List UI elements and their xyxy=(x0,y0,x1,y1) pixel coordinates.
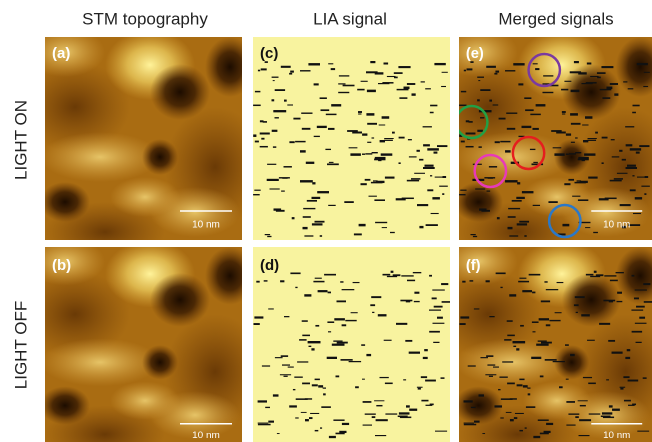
panel-label: (a) xyxy=(52,45,70,62)
panel-label: (c) xyxy=(260,45,278,62)
column-header: STM topography xyxy=(82,9,208,28)
column-header: Merged signals xyxy=(498,9,613,28)
lia-background xyxy=(253,247,450,442)
row-label: LIGHT OFF xyxy=(11,301,30,389)
panel: (b) 10 nm xyxy=(20,237,265,442)
panel: (e) 10 nm xyxy=(435,27,652,262)
row-label: LIGHT ON xyxy=(11,100,30,180)
scale-label: 10 nm xyxy=(603,220,630,231)
panel: (d) xyxy=(253,247,454,442)
panel-label: (b) xyxy=(52,258,71,274)
panel: (a) 10 nm xyxy=(20,27,265,262)
panel-label: (d) xyxy=(260,258,279,274)
scale-label: 10 nm xyxy=(603,430,630,441)
figure: STM topography LIA signal Merged signals… xyxy=(0,0,652,442)
panel-label: (e) xyxy=(466,46,484,62)
scale-label: 10 nm xyxy=(192,220,220,231)
scale-label: 10 nm xyxy=(192,430,220,441)
stm-image xyxy=(20,27,265,262)
column-header: LIA signal xyxy=(313,9,387,28)
panel: (c) xyxy=(253,37,450,240)
panel-label: (f) xyxy=(466,258,481,274)
panel: (f) 10 nm xyxy=(435,237,652,442)
